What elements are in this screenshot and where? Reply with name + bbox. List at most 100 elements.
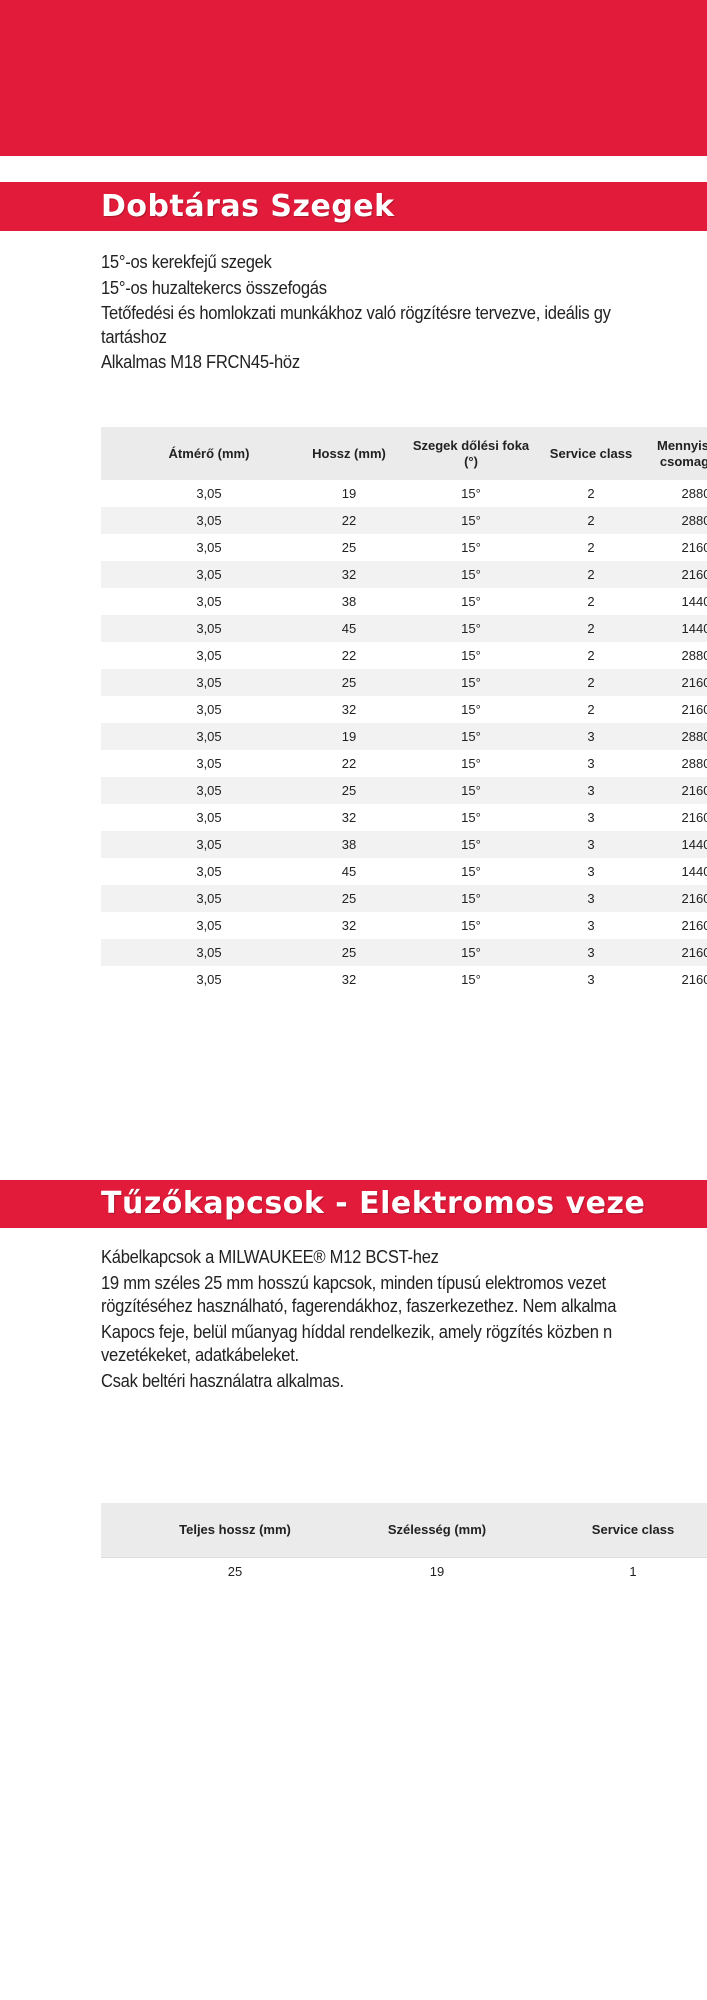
table-row: 3,05 22 15° 2 2880 — [101, 642, 707, 669]
cell: 3 — [587, 918, 595, 933]
description-line: Tetőfedési és homlokzati munkákhoz való … — [101, 303, 611, 323]
top-red-banner — [0, 0, 707, 156]
cell: 3,05 — [101, 777, 287, 804]
table-row: 3,05 38 15° 2 1440 — [101, 588, 707, 615]
cell: 2 — [587, 702, 595, 717]
cell: 25 — [227, 1563, 243, 1579]
cell: 22 — [341, 756, 357, 771]
cell: 2 — [531, 507, 651, 534]
cell: 2160 — [681, 918, 707, 933]
cell: 2 — [587, 486, 595, 501]
table-row: 3,05 45 15° 3 1440 — [101, 858, 707, 885]
cell: 3 — [587, 864, 595, 879]
cell: 3,05 — [101, 939, 287, 966]
description-line: Kábelkapcsok a MILWAUKEE® M12 BCST-hez — [101, 1247, 439, 1267]
cell: 3 — [587, 972, 595, 987]
nails-table: Átmérő (mm) Hossz (mm) Szegek dőlési fok… — [101, 427, 707, 993]
table-row: 3,05 22 15° 2 2880 — [101, 507, 707, 534]
column-header: Szegek dőlési foka (°) — [411, 427, 531, 480]
table-row: 3,05 45 15° 2 1440 — [101, 615, 707, 642]
cell: 15° — [411, 777, 531, 804]
cell: 32 — [341, 702, 357, 717]
section-title: Dobtáras Szegek — [101, 189, 395, 224]
cell: 15° — [411, 507, 531, 534]
cell: 15° — [411, 885, 531, 912]
table-row: 3,05 25 15° 3 2160 — [101, 939, 707, 966]
column-header: Mennyiség a csomagban — [651, 427, 707, 480]
cell: 45 — [341, 864, 357, 879]
table-row: 3,05 38 15° 3 1440 — [101, 831, 707, 858]
cell: 2160 — [651, 669, 707, 696]
cell: 2160 — [651, 561, 707, 588]
description-line: tartáshoz — [101, 326, 167, 347]
cell: 15° — [461, 594, 481, 609]
cell: 15° — [461, 648, 481, 663]
cell: 25 — [287, 939, 411, 966]
table-row: 3,05 19 15° 3 2880 — [101, 723, 707, 750]
cell: 2880 — [651, 507, 707, 534]
cell: 3,05 — [101, 723, 287, 750]
cell: 2 — [587, 648, 595, 663]
cell: 2 — [587, 594, 595, 609]
table-row: 3,05 25 15° 2 2160 — [101, 534, 707, 561]
staples-table: Teljes hossz (mm) Szélesség (mm) Service… — [101, 1503, 707, 1585]
column-header: Hossz (mm) — [287, 427, 411, 480]
description-line: Alkalmas M18 FRCN45-höz — [101, 352, 300, 372]
cell: 32 — [287, 561, 411, 588]
table-row: 3,05 25 15° 3 2160 — [101, 885, 707, 912]
table-header-row: Átmérő (mm) Hossz (mm) Szegek dőlési fok… — [101, 427, 707, 480]
column-header: Teljes hossz (mm) — [101, 1503, 369, 1557]
cell: 25 — [287, 777, 411, 804]
cell: 3,05 — [101, 831, 287, 858]
cell: 15° — [411, 615, 531, 642]
table-row: 3,05 25 15° 2 2160 — [101, 669, 707, 696]
cell: 3,05 — [196, 648, 222, 663]
cell: 15° — [411, 831, 531, 858]
table-row: 3,05 32 15° 2 2160 — [101, 561, 707, 588]
cell: 2160 — [681, 972, 707, 987]
column-header: Átmérő (mm) — [101, 427, 287, 480]
table-row: 3,05 32 15° 2 2160 — [101, 696, 707, 723]
cell: 19 — [341, 486, 357, 501]
cell: 3,05 — [101, 507, 287, 534]
cell: 15° — [461, 702, 481, 717]
cell: 3,05 — [196, 594, 222, 609]
cell: 3 — [531, 723, 651, 750]
cell: 1440 — [651, 831, 707, 858]
cell: 32 — [341, 810, 357, 825]
cell: 22 — [287, 507, 411, 534]
cell: 38 — [341, 594, 357, 609]
cell: 3 — [587, 810, 595, 825]
cell: 1440 — [651, 615, 707, 642]
description-line: Kapocs feje, belül műanyag híddal rendel… — [101, 1321, 612, 1342]
cell: 15° — [411, 561, 531, 588]
cell: 3,05 — [196, 702, 222, 717]
table-row: 25 19 1 — [101, 1557, 707, 1585]
cell: 15° — [461, 810, 481, 825]
cell: 15° — [461, 972, 481, 987]
description-line: 15°-os kerekfejű szegek — [101, 252, 272, 272]
cell: 15° — [461, 864, 481, 879]
description-line: 19 mm széles 25 mm hosszú kapcsok, minde… — [101, 1272, 606, 1293]
table-row: 3,05 32 15° 3 2160 — [101, 804, 707, 831]
cell: 3 — [531, 939, 651, 966]
description-line: 15°-os huzaltekercs összefogás — [101, 277, 327, 298]
cell: 15° — [461, 486, 481, 501]
cell: 3,05 — [196, 864, 222, 879]
column-header: Szélesség (mm) — [369, 1503, 505, 1557]
cell: 2160 — [651, 777, 707, 804]
cell: 2 — [587, 540, 595, 555]
cell: 3,05 — [196, 540, 222, 555]
cell: 3,05 — [196, 486, 222, 501]
cell: 2880 — [651, 723, 707, 750]
staples-table-wrap: Teljes hossz (mm) Szélesség (mm) Service… — [0, 1503, 707, 1603]
cell: 32 — [341, 972, 357, 987]
cell: 3,05 — [101, 669, 287, 696]
cell: 25 — [287, 669, 411, 696]
cell: 19 — [429, 1563, 445, 1579]
cell: 2 — [531, 615, 651, 642]
cell: 2880 — [681, 756, 707, 771]
table-row: 3,05 19 15° 2 2880 — [101, 480, 707, 507]
table-row: 3,05 25 15° 3 2160 — [101, 777, 707, 804]
cell: 3,05 — [101, 615, 287, 642]
